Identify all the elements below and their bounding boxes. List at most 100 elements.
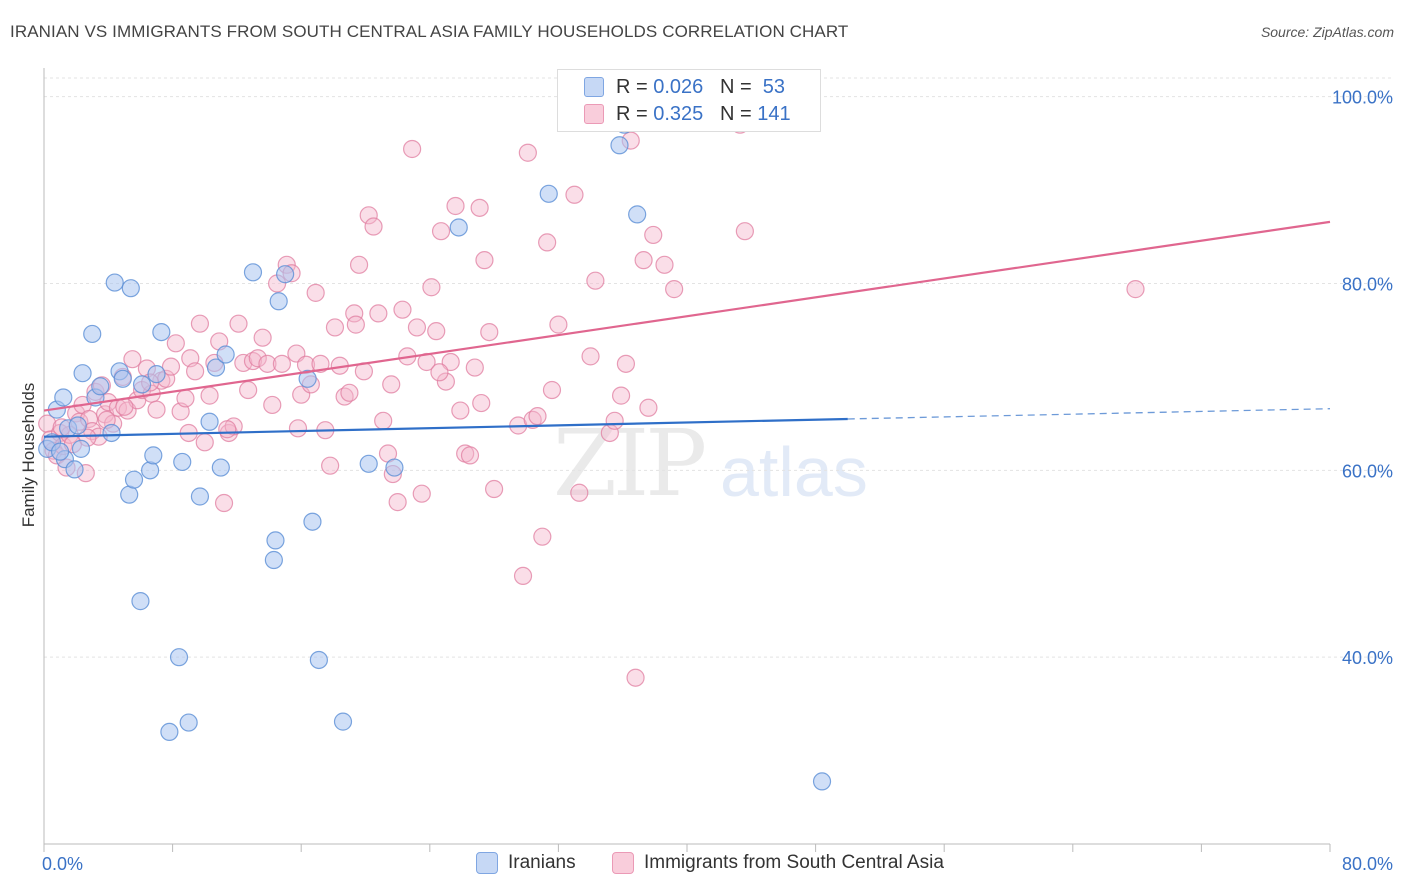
scatter-point-immigrants	[460, 446, 480, 465]
y-tick-label: 60.0%	[1342, 461, 1393, 481]
scatter-point-immigrants	[115, 397, 134, 416]
scatter-point-immigrants	[605, 411, 624, 430]
scatter-point-immigrants	[436, 372, 455, 391]
scatter-point-iranians	[144, 446, 163, 465]
scatter-point-immigrants	[528, 407, 547, 426]
trendline-immigrants	[43, 220, 1331, 412]
y-tick-label: 80.0%	[1342, 275, 1393, 295]
scatter-point-immigrants	[586, 271, 605, 290]
scatter-point-immigrants	[239, 380, 258, 400]
scatter-point-immigrants	[565, 185, 584, 204]
legend-label-iranians: Iranians	[508, 852, 576, 873]
scatter-point-immigrants	[186, 362, 205, 381]
scatter-point-immigrants	[616, 354, 636, 373]
scatter-point-immigrants	[430, 363, 449, 382]
scatter-point-iranians	[121, 279, 140, 298]
scatter-point-immigrants	[1126, 280, 1145, 299]
scatter-point-immigrants	[321, 456, 340, 475]
scatter-point-immigrants	[431, 222, 451, 241]
watermark-atlas: atlas	[720, 433, 868, 511]
legend-item-iranians[interactable]: Iranians	[476, 852, 576, 874]
scatter-point-iranians	[264, 550, 283, 570]
scatter-point-immigrants	[655, 255, 674, 274]
scatter-point-immigrants	[340, 383, 359, 402]
scatter-point-immigrants	[451, 401, 470, 420]
scatter-point-immigrants	[325, 318, 345, 337]
trendline-iranians-extension	[847, 408, 1331, 420]
scatter-point-iranians	[173, 452, 192, 472]
series-iranians-points	[38, 115, 832, 791]
scatter-point-immigrants	[218, 420, 237, 439]
scatter-point-iranians	[124, 470, 144, 489]
scatter-point-immigrants	[634, 251, 653, 270]
scatter-point-immigrants	[248, 349, 267, 368]
scatter-point-immigrants	[382, 375, 401, 394]
scatter-point-immigrants	[427, 322, 446, 341]
scatter-point-immigrants	[161, 357, 181, 376]
scatter-point-immigrants	[472, 393, 491, 413]
scatter-point-immigrants	[166, 334, 185, 353]
scatter-point-iranians	[54, 388, 73, 407]
scatter-point-iranians	[449, 218, 468, 237]
stats-box: R = 0.026 N = 53 R = 0.325 N = 141	[557, 69, 821, 132]
scatter-point-immigrants	[176, 389, 195, 408]
scatter-point-iranians	[359, 454, 378, 473]
scatter-point-immigrants	[470, 198, 489, 217]
scatter-point-immigrants	[190, 314, 210, 333]
scatter-point-immigrants	[581, 347, 600, 366]
scatter-point-immigrants	[542, 380, 562, 400]
legend-item-immigrants[interactable]: Immigrants from South Central Asia	[612, 852, 944, 874]
scatter-point-iranians	[169, 648, 189, 667]
y-tick-label: 100.0%	[1332, 88, 1393, 108]
scatter-point-immigrants	[549, 315, 568, 334]
scatter-point-iranians	[303, 512, 322, 531]
scatter-point-immigrants	[388, 493, 407, 512]
scatter-point-immigrants	[147, 400, 166, 419]
scatter-point-iranians	[71, 439, 91, 458]
scatter-point-immigrants	[735, 222, 754, 241]
scatter-point-iranians	[105, 273, 124, 292]
legend-swatch-immigrants	[612, 852, 634, 874]
stats-r-value: 0.026	[653, 75, 704, 98]
scatter-point-iranians	[385, 458, 404, 477]
scatter-point-iranians	[102, 423, 121, 443]
scatter-point-immigrants	[263, 395, 282, 415]
scatter-point-immigrants	[288, 419, 308, 438]
scatter-point-immigrants	[644, 225, 663, 245]
scatter-point-immigrants	[123, 350, 142, 369]
legend-swatch-iranians	[476, 852, 498, 874]
scatter-point-immigrants	[626, 668, 645, 687]
scatter-point-immigrants	[446, 196, 465, 216]
stats-r-label: R =	[616, 75, 654, 98]
stats-n-label: N =	[719, 102, 758, 125]
scatter-point-iranians	[298, 369, 317, 388]
scatter-point-iranians	[206, 358, 226, 377]
stats-swatch-immigrants	[584, 104, 604, 124]
scatter-point-immigrants	[393, 300, 412, 319]
scatter-point-immigrants	[229, 314, 248, 333]
scatter-point-immigrants	[369, 304, 388, 323]
scatter-point-immigrants	[195, 433, 214, 452]
scatter-point-immigrants	[538, 233, 557, 252]
scatter-point-immigrants	[485, 479, 504, 499]
scatter-point-immigrants	[349, 255, 369, 274]
scatter-point-immigrants	[374, 411, 393, 430]
scatter-point-immigrants	[611, 386, 631, 405]
legend-label-immigrants: Immigrants from South Central Asia	[644, 852, 944, 873]
source-label: Source: ZipAtlas.com	[1260, 24, 1394, 40]
scatter-point-iranians	[68, 416, 87, 435]
scatter-point-iranians	[216, 345, 235, 364]
scatter-point-immigrants	[359, 206, 378, 225]
scatter-point-immigrants	[570, 483, 589, 502]
scatter-point-immigrants	[465, 358, 484, 377]
scatter-point-immigrants	[243, 351, 263, 371]
y-tick-label: 40.0%	[1342, 648, 1393, 668]
scatter-point-iranians	[152, 322, 171, 342]
scatter-point-iranians	[83, 324, 102, 344]
scatter-point-iranians	[610, 136, 629, 155]
stats-n-label: N =	[719, 75, 758, 98]
scatter-point-immigrants	[422, 278, 441, 297]
x-tick-label-min: 0.0%	[42, 854, 83, 874]
scatter-point-immigrants	[403, 139, 422, 159]
